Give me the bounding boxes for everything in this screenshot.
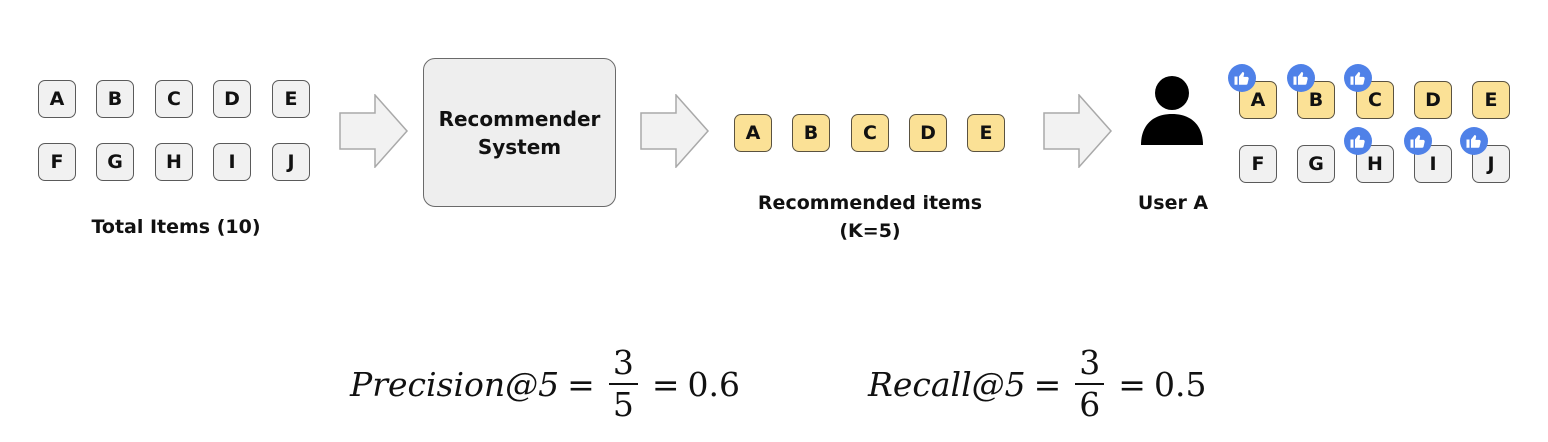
precision-formula: Precision@5 = 3 5 = 0.6: [350, 345, 740, 423]
user-item-tile: D: [1414, 81, 1452, 119]
item-tile: J: [272, 143, 310, 181]
recommended-item-tile: A: [734, 114, 772, 152]
item-tile: B: [96, 80, 134, 118]
user-item-tile: I: [1414, 145, 1452, 183]
recommender-label-line2: System: [477, 134, 562, 159]
recommended-caption-line1: Recommended items: [757, 192, 983, 214]
recall-label: Recall@5: [868, 364, 1026, 404]
recall-fraction: 3 6: [1075, 343, 1105, 423]
user-item-tile: F: [1239, 145, 1277, 183]
item-tile: F: [38, 143, 76, 181]
precision-label: Precision@5: [350, 364, 560, 404]
item-tile: G: [96, 143, 134, 181]
recommended-item-tile: C: [851, 114, 889, 152]
item-tile: C: [155, 80, 193, 118]
equals-sign: =: [1033, 364, 1062, 404]
recommended-item-tile: B: [792, 114, 830, 152]
thumbs-up-icon: [1344, 64, 1372, 92]
thumbs-up-icon: [1460, 127, 1488, 155]
user-caption: User A: [1137, 192, 1209, 214]
item-tile: I: [213, 143, 251, 181]
equals-sign: =: [651, 364, 680, 404]
recall-formula: Recall@5 = 3 6 = 0.5: [868, 345, 1206, 423]
equals-sign: =: [1118, 364, 1146, 404]
thumbs-up-icon: [1287, 64, 1315, 92]
user-item-tile: G: [1297, 145, 1335, 183]
block-arrow-right-icon: [1043, 94, 1113, 168]
recommender-label-line1: Recommender: [438, 106, 601, 131]
equals-sign: =: [567, 364, 595, 404]
recommended-item-tile: D: [909, 114, 947, 152]
item-tile: A: [38, 80, 76, 118]
recall-denominator: 6: [1075, 383, 1105, 423]
item-tile: E: [272, 80, 310, 118]
item-tile: H: [155, 143, 193, 181]
recommender-system-box: Recommender System: [423, 58, 616, 207]
total-items-caption: Total Items (10): [91, 216, 261, 238]
block-arrow-right-icon: [339, 94, 409, 168]
thumbs-up-icon: [1228, 64, 1256, 92]
recommended-item-tile: E: [967, 114, 1005, 152]
precision-numerator: 3: [612, 343, 634, 382]
thumbs-up-icon: [1344, 127, 1372, 155]
user-item-tile: E: [1472, 81, 1510, 119]
recall-numerator: 3: [1079, 343, 1101, 382]
precision-denominator: 5: [608, 383, 638, 423]
recall-result: 0.5: [1153, 364, 1207, 404]
recommended-items-caption: Recommended items (K=5): [730, 189, 1010, 245]
block-arrow-right-icon: [640, 94, 710, 168]
item-tile: D: [213, 80, 251, 118]
user-icon: [1141, 76, 1203, 145]
thumbs-up-icon: [1404, 127, 1432, 155]
user-item-tile: C: [1356, 81, 1394, 119]
recommended-caption-line2: (K=5): [839, 220, 901, 242]
precision-fraction: 3 5: [608, 343, 638, 423]
precision-result: 0.6: [687, 364, 740, 404]
